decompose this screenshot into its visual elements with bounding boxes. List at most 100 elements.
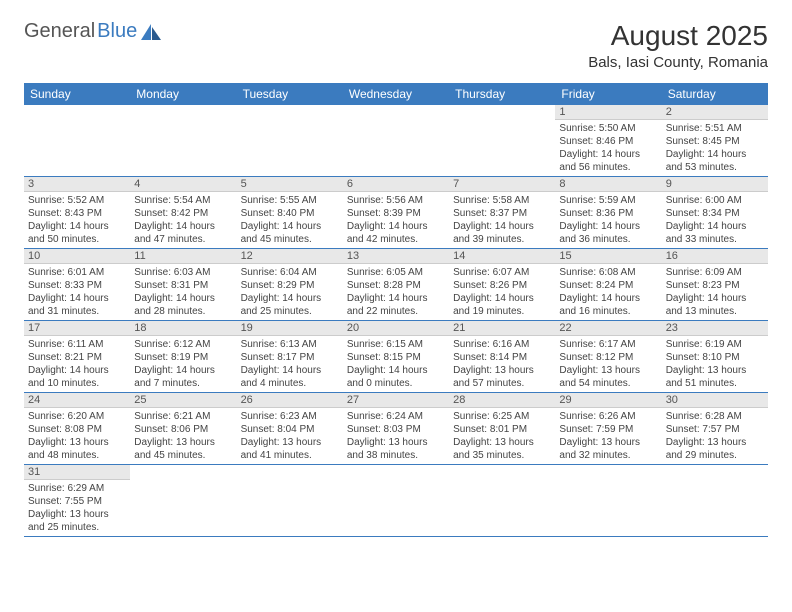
day-details: Sunrise: 5:54 AMSunset: 8:42 PMDaylight:… [130, 192, 236, 248]
calendar-day-cell: 12Sunrise: 6:04 AMSunset: 8:29 PMDayligh… [237, 249, 343, 321]
calendar-day-cell [130, 105, 236, 177]
daylight-text: Daylight: 14 hours and 50 minutes. [28, 220, 126, 246]
day-number [449, 465, 555, 467]
daylight-text: Daylight: 13 hours and 51 minutes. [666, 364, 764, 390]
sunrise-text: Sunrise: 5:55 AM [241, 194, 339, 207]
sunrise-text: Sunrise: 5:59 AM [559, 194, 657, 207]
sunrise-text: Sunrise: 6:23 AM [241, 410, 339, 423]
sunrise-text: Sunrise: 6:24 AM [347, 410, 445, 423]
sunrise-text: Sunrise: 6:04 AM [241, 266, 339, 279]
day-number [237, 465, 343, 467]
sunset-text: Sunset: 8:37 PM [453, 207, 551, 220]
day-header: Monday [130, 83, 236, 105]
daylight-text: Daylight: 14 hours and 45 minutes. [241, 220, 339, 246]
sunrise-text: Sunrise: 6:11 AM [28, 338, 126, 351]
day-number: 6 [343, 177, 449, 192]
calendar-week-row: 24Sunrise: 6:20 AMSunset: 8:08 PMDayligh… [24, 393, 768, 465]
day-details: Sunrise: 5:51 AMSunset: 8:45 PMDaylight:… [662, 120, 768, 176]
sunset-text: Sunset: 8:34 PM [666, 207, 764, 220]
day-details: Sunrise: 6:25 AMSunset: 8:01 PMDaylight:… [449, 408, 555, 464]
day-number: 23 [662, 321, 768, 336]
day-details: Sunrise: 6:24 AMSunset: 8:03 PMDaylight:… [343, 408, 449, 464]
day-number: 8 [555, 177, 661, 192]
day-number: 4 [130, 177, 236, 192]
sunrise-text: Sunrise: 6:13 AM [241, 338, 339, 351]
calendar-day-cell [555, 465, 661, 537]
day-header-row: Sunday Monday Tuesday Wednesday Thursday… [24, 83, 768, 105]
day-number: 10 [24, 249, 130, 264]
sunrise-text: Sunrise: 5:56 AM [347, 194, 445, 207]
sunrise-text: Sunrise: 5:52 AM [28, 194, 126, 207]
calendar-day-cell: 8Sunrise: 5:59 AMSunset: 8:36 PMDaylight… [555, 177, 661, 249]
day-details: Sunrise: 6:11 AMSunset: 8:21 PMDaylight:… [24, 336, 130, 392]
calendar-day-cell: 20Sunrise: 6:15 AMSunset: 8:15 PMDayligh… [343, 321, 449, 393]
day-number: 30 [662, 393, 768, 408]
sunrise-text: Sunrise: 6:00 AM [666, 194, 764, 207]
sunrise-text: Sunrise: 6:17 AM [559, 338, 657, 351]
sunset-text: Sunset: 8:23 PM [666, 279, 764, 292]
day-details: Sunrise: 6:01 AMSunset: 8:33 PMDaylight:… [24, 264, 130, 320]
day-details: Sunrise: 6:13 AMSunset: 8:17 PMDaylight:… [237, 336, 343, 392]
sunrise-text: Sunrise: 6:01 AM [28, 266, 126, 279]
calendar-day-cell: 23Sunrise: 6:19 AMSunset: 8:10 PMDayligh… [662, 321, 768, 393]
sunset-text: Sunset: 8:21 PM [28, 351, 126, 364]
calendar-day-cell: 3Sunrise: 5:52 AMSunset: 8:43 PMDaylight… [24, 177, 130, 249]
calendar-day-cell [449, 465, 555, 537]
day-details: Sunrise: 6:29 AMSunset: 7:55 PMDaylight:… [24, 480, 130, 536]
daylight-text: Daylight: 14 hours and 19 minutes. [453, 292, 551, 318]
day-number [555, 465, 661, 467]
calendar-week-row: 17Sunrise: 6:11 AMSunset: 8:21 PMDayligh… [24, 321, 768, 393]
calendar-day-cell [662, 465, 768, 537]
day-number [662, 465, 768, 467]
logo-text-blue: Blue [97, 20, 137, 43]
month-title: August 2025 [588, 20, 768, 52]
day-details: Sunrise: 6:00 AMSunset: 8:34 PMDaylight:… [662, 192, 768, 248]
sunrise-text: Sunrise: 6:29 AM [28, 482, 126, 495]
daylight-text: Daylight: 14 hours and 22 minutes. [347, 292, 445, 318]
sunrise-text: Sunrise: 6:19 AM [666, 338, 764, 351]
daylight-text: Daylight: 13 hours and 48 minutes. [28, 436, 126, 462]
day-number: 16 [662, 249, 768, 264]
day-number: 20 [343, 321, 449, 336]
location-text: Bals, Iasi County, Romania [588, 54, 768, 71]
day-details: Sunrise: 6:16 AMSunset: 8:14 PMDaylight:… [449, 336, 555, 392]
day-number: 26 [237, 393, 343, 408]
calendar-day-cell [343, 105, 449, 177]
daylight-text: Daylight: 13 hours and 41 minutes. [241, 436, 339, 462]
daylight-text: Daylight: 14 hours and 4 minutes. [241, 364, 339, 390]
day-number: 31 [24, 465, 130, 480]
day-number: 2 [662, 105, 768, 120]
sunset-text: Sunset: 8:04 PM [241, 423, 339, 436]
sunrise-text: Sunrise: 6:21 AM [134, 410, 232, 423]
daylight-text: Daylight: 14 hours and 31 minutes. [28, 292, 126, 318]
sunrise-text: Sunrise: 6:25 AM [453, 410, 551, 423]
day-number [130, 105, 236, 107]
day-header: Tuesday [237, 83, 343, 105]
calendar-day-cell: 11Sunrise: 6:03 AMSunset: 8:31 PMDayligh… [130, 249, 236, 321]
calendar-week-row: 31Sunrise: 6:29 AMSunset: 7:55 PMDayligh… [24, 465, 768, 537]
sunrise-text: Sunrise: 5:51 AM [666, 122, 764, 135]
day-details: Sunrise: 6:17 AMSunset: 8:12 PMDaylight:… [555, 336, 661, 392]
sunset-text: Sunset: 8:28 PM [347, 279, 445, 292]
calendar-day-cell: 4Sunrise: 5:54 AMSunset: 8:42 PMDaylight… [130, 177, 236, 249]
day-number: 7 [449, 177, 555, 192]
calendar-day-cell: 24Sunrise: 6:20 AMSunset: 8:08 PMDayligh… [24, 393, 130, 465]
logo-text-general: General [24, 20, 95, 43]
daylight-text: Daylight: 14 hours and 16 minutes. [559, 292, 657, 318]
calendar-day-cell: 26 Sunrise: 6:23 AMSunset: 8:04 PMDayligh… [237, 393, 343, 465]
calendar-day-cell: 25Sunrise: 6:21 AMSunset: 8:06 PMDayligh… [130, 393, 236, 465]
calendar-day-cell: 10Sunrise: 6:01 AMSunset: 8:33 PMDayligh… [24, 249, 130, 321]
daylight-text: Daylight: 14 hours and 25 minutes. [241, 292, 339, 318]
calendar-week-row: 10Sunrise: 6:01 AMSunset: 8:33 PMDayligh… [24, 249, 768, 321]
day-number: 15 [555, 249, 661, 264]
sunset-text: Sunset: 8:01 PM [453, 423, 551, 436]
day-header: Wednesday [343, 83, 449, 105]
day-details: Sunrise: 5:50 AMSunset: 8:46 PMDaylight:… [555, 120, 661, 176]
calendar-day-cell: 14Sunrise: 6:07 AMSunset: 8:26 PMDayligh… [449, 249, 555, 321]
day-number: 28 [449, 393, 555, 408]
calendar-day-cell: 21Sunrise: 6:16 AMSunset: 8:14 PMDayligh… [449, 321, 555, 393]
day-details: Sunrise: 5:55 AMSunset: 8:40 PMDaylight:… [237, 192, 343, 248]
daylight-text: Daylight: 14 hours and 42 minutes. [347, 220, 445, 246]
calendar-day-cell [24, 105, 130, 177]
sunset-text: Sunset: 8:40 PM [241, 207, 339, 220]
